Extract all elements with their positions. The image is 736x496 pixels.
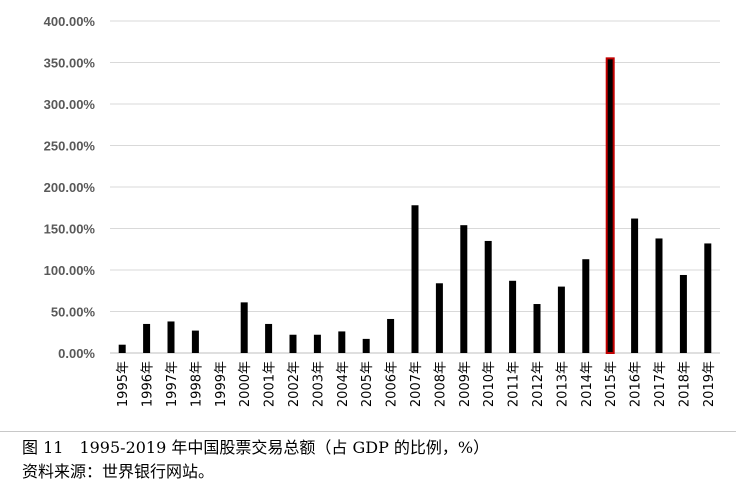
bar-2000年 [240,302,248,353]
bar-2005年 [362,338,370,353]
bar-1998年 [191,330,199,353]
x-tick-label: 1999年 [214,361,229,407]
x-tick-label: 2002年 [287,361,302,407]
figure-title: 图 11 1995-2019 年中国股票交易总额（占 GDP 的比例，%） [22,438,490,457]
y-tick-label: 250.00% [44,139,96,154]
bar-2002年 [289,334,297,353]
bar-2007年 [411,205,419,353]
x-tick-label: 2001年 [263,361,278,407]
y-tick-label: 300.00% [44,97,96,112]
x-tick-label: 2005年 [360,361,375,407]
bar-2014年 [582,259,590,353]
x-tick-label: 2000年 [238,361,253,407]
x-tick-label: 1996年 [141,361,156,407]
bar-2012年 [533,304,541,353]
x-tick-label: 2008年 [433,361,448,407]
y-axis-tick-labels: 0.00% 50.00% 100.00% 150.00% 200.00% 250.00% 3… [44,14,96,361]
bar-chart: 0.00% 50.00% 100.00% 150.00% 200.00% 250.00% 3… [44,14,720,407]
bar-2004年 [338,331,346,353]
x-tick-label: 2018年 [677,361,692,407]
x-tick-label: 1998年 [189,361,204,407]
y-tick-label: 0.00% [58,346,95,361]
x-tick-label: 2010年 [482,361,497,407]
x-tick-label: 2007年 [409,361,424,407]
x-tick-label: 2003年 [311,361,326,407]
bar-2018年 [679,274,687,353]
x-tick-label: 2014年 [580,361,595,407]
bar-2016年 [631,218,639,353]
x-tick-label: 1997年 [165,361,180,407]
bar-2003年 [313,334,321,353]
bar-2017年 [655,238,663,353]
x-tick-label: 2011年 [507,361,522,407]
y-tick-label: 350.00% [44,56,96,71]
bar-2019年 [704,243,712,353]
grid-lines [110,20,720,354]
bar-1995年 [118,344,126,353]
y-tick-label: 50.00% [51,305,96,320]
x-tick-label: 2004年 [336,361,351,407]
x-tick-label: 2015年 [604,361,619,407]
y-tick-label: 150.00% [44,222,96,237]
y-tick-label: 200.00% [44,180,96,195]
y-tick-label: 400.00% [44,14,96,29]
x-axis-tick-labels: 1995年 1996年 1997年 1998年 1999年 2000年 2001年 2002年… [116,361,717,407]
x-tick-label: 2012年 [531,361,546,407]
bar-2013年 [557,286,565,353]
x-tick-label: 2019年 [702,361,717,407]
x-tick-label: 2009年 [458,361,473,407]
x-tick-label: 2013年 [555,361,570,407]
bar-2011年 [509,280,517,353]
bar-1996年 [143,323,151,353]
y-tick-label: 100.00% [44,263,96,278]
x-tick-label: 1995年 [116,361,131,407]
figure-source: 资料来源：世界银行网站。 [22,462,215,481]
bars [118,57,712,354]
bar-1997年 [167,321,175,353]
bar-2008年 [435,283,443,353]
bar-2015年 [605,57,615,354]
caption-divider [0,431,736,432]
bar-2006年 [387,318,395,353]
x-tick-label: 2017年 [653,361,668,407]
bar-2010年 [484,240,492,353]
bar-2009年 [460,225,468,353]
x-tick-label: 2006年 [385,361,400,407]
x-tick-label: 2016年 [629,361,644,407]
bar-2001年 [265,323,273,353]
